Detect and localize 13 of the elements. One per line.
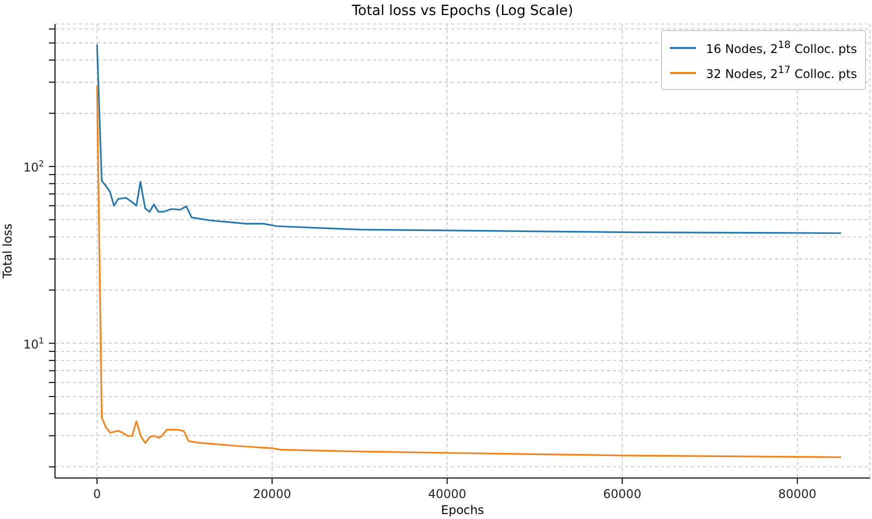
legend-label: 16 Nodes, 2$^{18}$ Colloc. pts [706, 40, 857, 56]
x-axis-title: Epochs [441, 503, 484, 517]
chart-title: Total loss vs Epochs (Log Scale) [350, 3, 574, 19]
y-tick-label: 10$^{2}$ [23, 158, 44, 175]
x-tick-label: 20000 [253, 487, 292, 501]
x-tick-label: 0 [93, 487, 101, 501]
y-tick-label: 10$^{1}$ [23, 335, 44, 352]
x-tick-label: 40000 [428, 487, 466, 501]
x-tick-label: 60000 [603, 487, 642, 501]
x-tick-label: 80000 [778, 487, 816, 501]
legend-label: 32 Nodes, 2$^{17}$ Colloc. pts [706, 64, 857, 80]
y-axis-title: Total loss [0, 223, 14, 280]
line-series [96, 85, 842, 458]
